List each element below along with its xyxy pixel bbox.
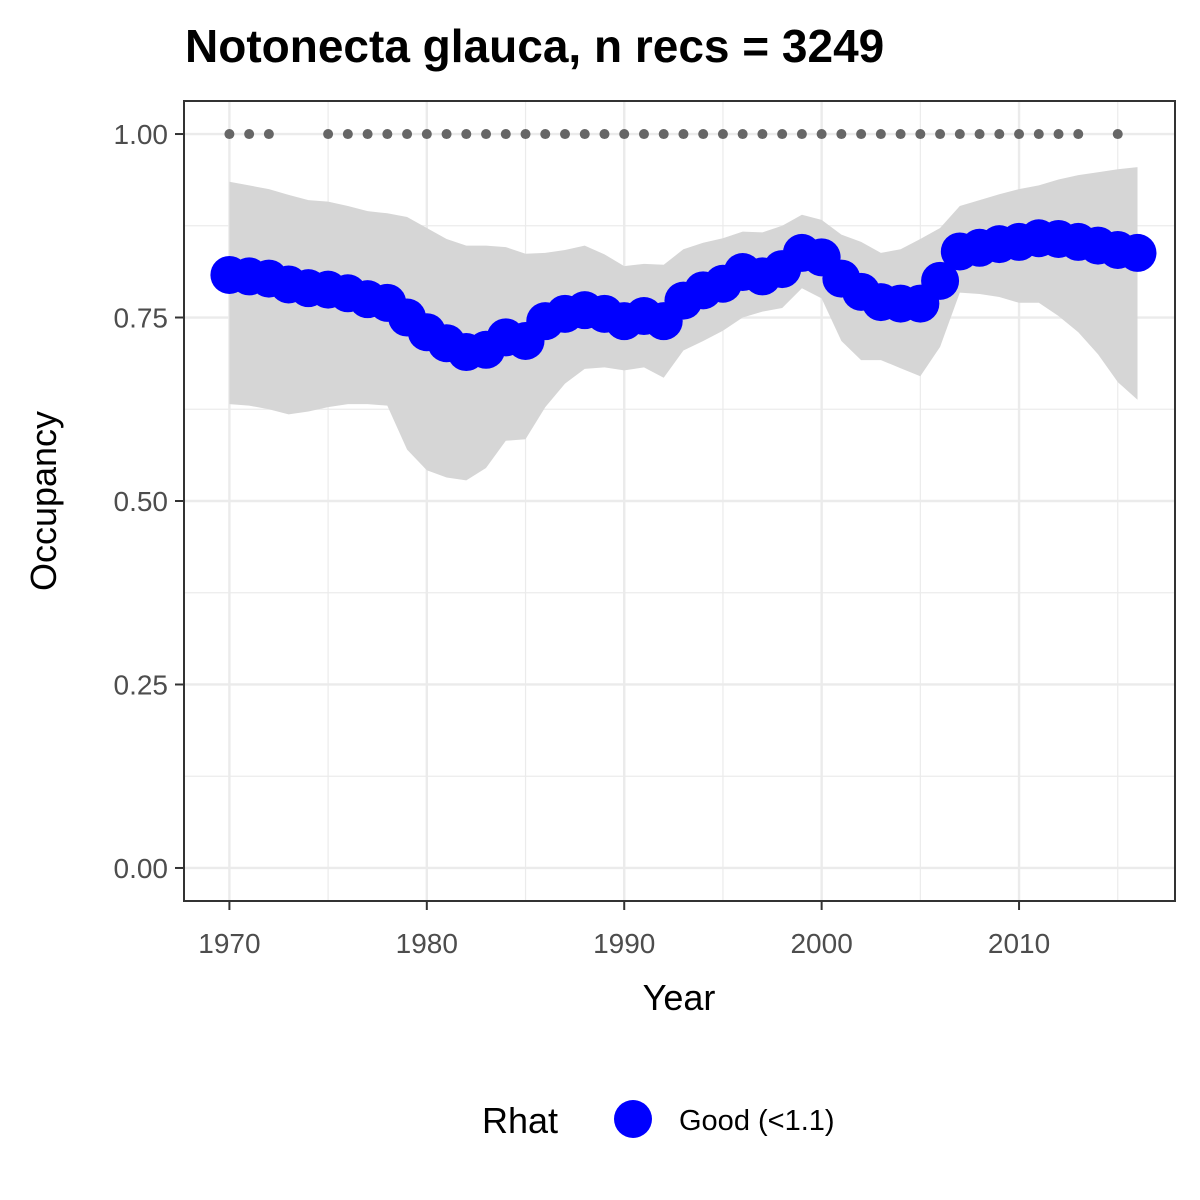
record-dot [796, 129, 807, 140]
record-dot [263, 129, 274, 140]
record-dot [599, 129, 610, 140]
record-dot [382, 129, 393, 140]
record-dot [856, 129, 867, 140]
occupancy-point [1118, 233, 1157, 272]
record-dot [974, 129, 985, 140]
record-dot [895, 129, 906, 140]
record-dot [402, 129, 413, 140]
record-dot [737, 129, 748, 140]
record-dot [757, 129, 768, 140]
record-dot [875, 129, 886, 140]
record-dot [421, 129, 432, 140]
record-dot [954, 129, 965, 140]
record-dot [323, 129, 334, 140]
record-dot [1073, 129, 1084, 140]
record-dot [1014, 129, 1025, 140]
legend-key-good [614, 1100, 652, 1138]
record-dot [540, 129, 551, 140]
y-tick-label: 1.00 [114, 119, 169, 150]
record-dot [935, 129, 946, 140]
record-dot [1112, 129, 1123, 140]
chart-title: Notonecta glauca, n recs = 3249 [185, 20, 884, 72]
x-tick-label: 2000 [790, 928, 852, 959]
record-dot [816, 129, 827, 140]
y-axis: 0.00 0.25 0.50 0.75 1.00 [114, 119, 184, 884]
record-dot [658, 129, 669, 140]
x-tick-label: 2010 [988, 928, 1050, 959]
x-axis: 1970 1980 1990 2000 2010 [198, 901, 1050, 959]
y-axis-title: Occupancy [23, 411, 64, 591]
x-axis-title: Year [643, 977, 716, 1018]
occupancy-points [210, 219, 1157, 372]
record-dot [244, 129, 255, 140]
record-dot [520, 129, 531, 140]
record-dot [836, 129, 847, 140]
credible-interval-ribbon [229, 167, 1138, 481]
record-dot [1033, 129, 1044, 140]
y-tick-label: 0.75 [114, 303, 169, 334]
y-tick-label: 0.25 [114, 669, 169, 700]
occupancy-point [921, 261, 960, 300]
record-dot [777, 129, 788, 140]
legend-title: Rhat [482, 1100, 558, 1141]
record-dot [638, 129, 649, 140]
record-dot [619, 129, 630, 140]
record-dot [500, 129, 511, 140]
record-dot [224, 129, 235, 140]
record-dot [560, 129, 571, 140]
record-dot [461, 129, 472, 140]
y-tick-label: 0.00 [114, 853, 169, 884]
record-year-dots [224, 129, 1123, 140]
record-dot [994, 129, 1005, 140]
record-dot [441, 129, 452, 140]
legend: Rhat Good (<1.1) [482, 1100, 835, 1141]
x-tick-label: 1980 [396, 928, 458, 959]
record-dot [678, 129, 689, 140]
record-dot [481, 129, 492, 140]
record-dot [1053, 129, 1064, 140]
record-dot [362, 129, 373, 140]
x-tick-label: 1970 [198, 928, 260, 959]
record-dot [579, 129, 590, 140]
record-dot [342, 129, 353, 140]
y-tick-label: 0.50 [114, 486, 169, 517]
record-dot [915, 129, 926, 140]
record-dot [698, 129, 709, 140]
legend-label-good: Good (<1.1) [679, 1105, 835, 1137]
x-tick-label: 1990 [593, 928, 655, 959]
record-dot [717, 129, 728, 140]
